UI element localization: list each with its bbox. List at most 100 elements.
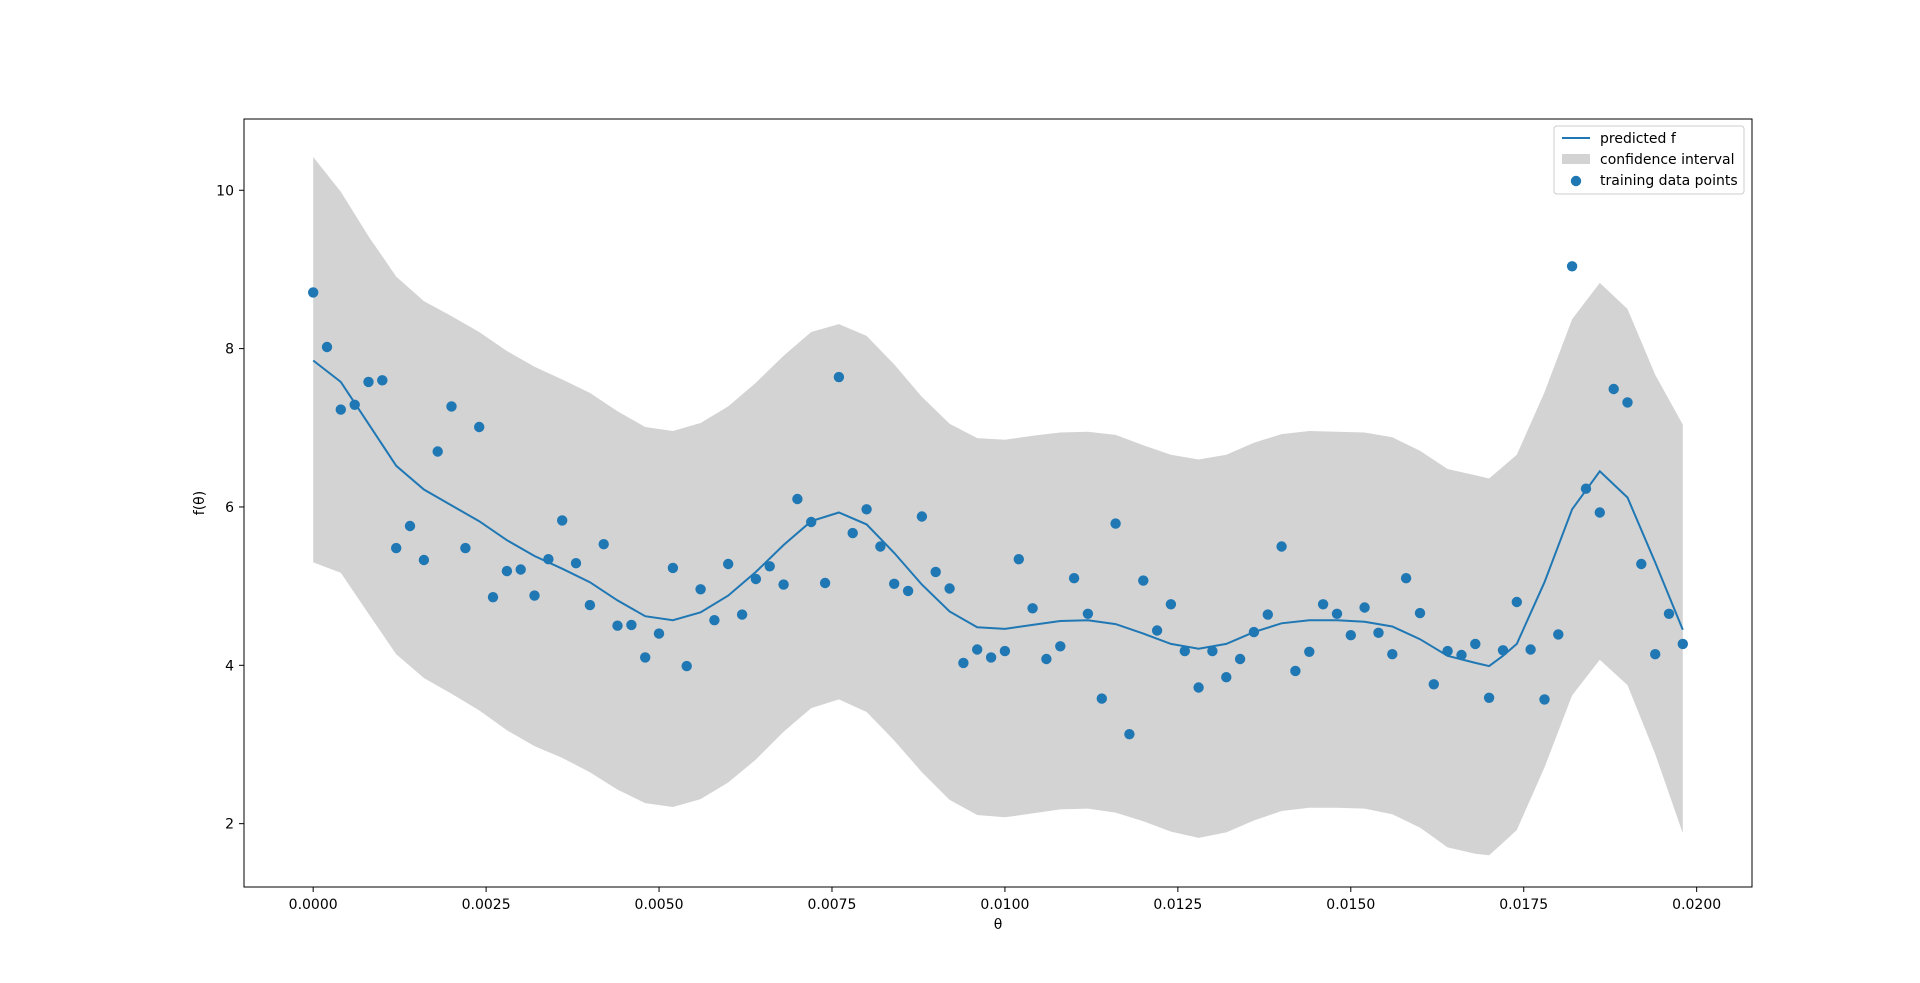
training-point xyxy=(308,287,319,298)
training-point xyxy=(418,554,430,566)
training-point xyxy=(667,562,679,574)
training-point xyxy=(1234,653,1246,665)
legend-label: confidence interval xyxy=(1600,152,1734,168)
training-point xyxy=(1553,629,1564,640)
training-point xyxy=(1511,596,1523,608)
training-point xyxy=(391,542,402,554)
training-point xyxy=(792,493,803,505)
training-point xyxy=(501,565,513,577)
training-point xyxy=(1304,646,1315,657)
training-point xyxy=(1566,261,1578,272)
plot-frame xyxy=(243,118,1753,888)
training-points-layer xyxy=(308,261,1689,740)
training-point xyxy=(930,566,941,578)
training-point xyxy=(1428,679,1440,690)
y-tick-label: 4 xyxy=(225,658,234,674)
legend-box xyxy=(1553,125,1745,195)
training-point xyxy=(1276,541,1287,552)
x-tick-label: 0.0025 xyxy=(462,897,511,913)
training-point xyxy=(1636,558,1647,570)
training-point xyxy=(321,341,333,353)
training-point xyxy=(1068,573,1080,584)
training-point xyxy=(1359,602,1370,613)
training-point xyxy=(474,421,485,433)
training-point xyxy=(626,619,637,631)
training-point xyxy=(972,644,983,655)
training-point xyxy=(1677,638,1689,650)
training-point xyxy=(1096,693,1108,704)
training-point xyxy=(958,657,969,669)
training-point xyxy=(377,375,388,386)
training-point xyxy=(1124,729,1135,740)
training-point xyxy=(404,520,416,532)
training-point xyxy=(335,404,346,415)
training-point xyxy=(1331,608,1343,619)
training-point xyxy=(902,585,914,597)
training-point xyxy=(889,578,900,589)
training-point xyxy=(778,579,789,590)
training-point xyxy=(1345,630,1357,641)
training-point xyxy=(1497,645,1509,656)
training-point xyxy=(584,599,596,611)
training-point xyxy=(1456,649,1467,661)
training-point xyxy=(819,577,831,589)
training-point xyxy=(1207,645,1218,657)
y-axis: 2 4 6 8 10 xyxy=(216,183,244,833)
training-point xyxy=(612,620,623,631)
training-point xyxy=(1290,665,1301,677)
training-point xyxy=(681,660,692,672)
training-point xyxy=(1221,672,1232,683)
training-point xyxy=(1179,645,1191,657)
training-point xyxy=(1262,609,1274,620)
training-point xyxy=(1525,644,1536,655)
training-point xyxy=(1013,554,1024,565)
training-point xyxy=(1400,573,1412,584)
training-point xyxy=(1193,682,1204,693)
training-point xyxy=(1442,645,1453,657)
training-point xyxy=(1317,599,1329,610)
training-point xyxy=(695,584,706,595)
training-point xyxy=(1373,627,1384,638)
training-point xyxy=(764,561,775,572)
training-point xyxy=(1082,608,1094,619)
training-point xyxy=(847,527,858,539)
y-tick-label: 8 xyxy=(225,342,234,358)
x-tick-label: 0.0200 xyxy=(1672,897,1721,913)
x-tick-label: 0.0000 xyxy=(289,897,338,913)
training-point xyxy=(640,652,651,663)
training-point xyxy=(557,515,568,526)
training-point xyxy=(529,590,540,601)
x-tick-label: 0.0100 xyxy=(980,897,1029,913)
x-axis-label: θ xyxy=(994,917,1003,933)
legend: predicted f confidence interval training d… xyxy=(1553,125,1745,195)
training-point xyxy=(736,609,748,620)
x-tick-label: 0.0125 xyxy=(1153,897,1202,913)
legend-label: predicted f xyxy=(1600,131,1677,147)
y-tick-label: 2 xyxy=(225,817,234,833)
training-point xyxy=(1414,607,1426,619)
training-point xyxy=(1594,507,1606,518)
training-point xyxy=(806,516,817,528)
x-axis: 0.0000 0.0025 0.0050 0.0075 0.0100 0.0125 0.01… xyxy=(289,887,1721,913)
y-axis-label: f(θ) xyxy=(192,491,208,515)
training-point xyxy=(349,399,360,410)
training-point xyxy=(460,542,471,554)
training-point xyxy=(1650,649,1661,660)
training-point xyxy=(570,558,582,569)
training-point xyxy=(446,401,457,412)
training-point xyxy=(723,558,734,570)
training-point xyxy=(985,652,997,663)
training-point xyxy=(1608,383,1619,395)
confidence-interval-layer xyxy=(313,157,1683,856)
training-point xyxy=(598,539,609,550)
training-point xyxy=(1165,599,1177,610)
legend-label: training data points xyxy=(1600,173,1738,189)
legend-band-swatch xyxy=(1562,154,1590,164)
training-point xyxy=(1027,603,1038,614)
x-tick-label: 0.0175 xyxy=(1499,897,1548,913)
training-point xyxy=(487,592,499,603)
training-point xyxy=(1055,641,1066,652)
training-point xyxy=(1622,397,1633,408)
training-point xyxy=(875,541,886,552)
